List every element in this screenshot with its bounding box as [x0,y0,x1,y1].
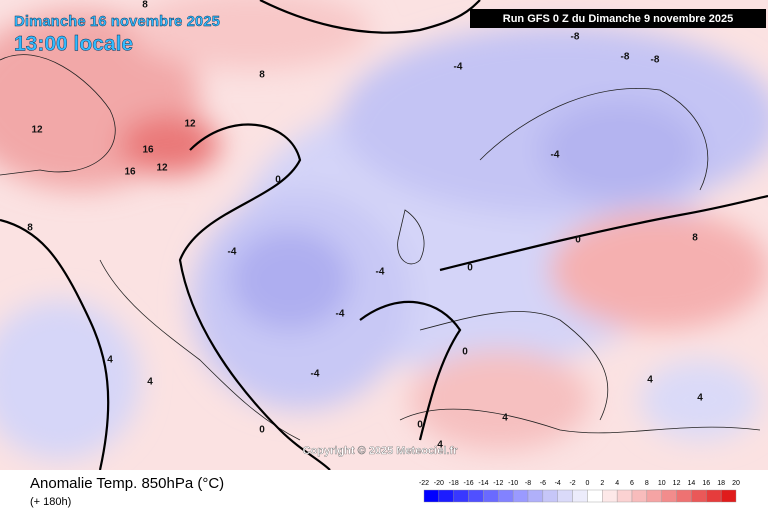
legend-swatch [587,489,603,503]
legend-swatch [527,489,544,503]
contour-label: 0 [275,175,281,186]
contour-label: 0 [575,235,581,246]
legend-tick-label: -14 [478,480,488,487]
legend-swatch [512,489,529,503]
contour-label: 0 [462,347,468,358]
legend-tick-label: 6 [630,480,634,487]
legend-swatch [706,489,722,503]
legend-tick-label: 10 [658,480,666,487]
contour-label: 8 [142,0,148,11]
legend-swatch [483,489,499,503]
legend-tick-label: 0 [585,480,589,487]
run-box [470,9,766,28]
legend-swatch [720,489,737,503]
contour-label: 12 [156,163,168,174]
legend-swatch [453,489,469,503]
legend-swatch [631,489,648,503]
legend-swatch [691,489,707,503]
run-label: Run GFS 0 Z du Dimanche 9 novembre 2025 [503,13,733,25]
legend-tick-label: 4 [615,480,619,487]
contour-label: -8 [621,52,630,63]
legend-tick-label: -16 [464,480,474,487]
legend-tick-label: 18 [717,480,725,487]
contour-label: 0 [467,263,473,274]
contour-label: -4 [376,267,385,278]
legend-swatch [572,489,588,503]
legend-tick-label: -22 [419,480,429,487]
legend-swatch [661,489,677,503]
legend-swatch [542,489,558,503]
copyright: Copyright © 2025 Meteociel.fr [303,445,459,457]
contour-label: 4 [647,375,653,386]
contour-label: -4 [228,247,237,258]
legend-swatch [468,489,484,503]
contour-label: 4 [107,355,113,366]
legend-tick-label: 16 [702,480,710,487]
contour-label: 8 [27,223,33,234]
contour-label: 4 [147,377,153,388]
map-field [0,0,768,471]
contour-label: -4 [336,309,345,320]
contour-label: -4 [454,62,463,73]
contour-label: -8 [651,55,660,66]
contour-label: 4 [697,393,703,404]
legend-tick-label: 8 [645,480,649,487]
contour-labels: -8 -8 -8 -4 -4 -4 -4 -4 -4 0 0 0 0 0 0 4 4 4 4 4 4 8 8 8 8 12 12 12… [27,0,703,451]
contour-label: 16 [124,167,136,178]
date-label: Dimanche 16 novembre 2025 [14,13,220,30]
legend-tick-label: -10 [508,480,518,487]
legend-tick-label: 14 [688,480,696,487]
legend-swatch [423,489,440,503]
legend-tick-label: -18 [449,480,459,487]
legend-swatch [557,489,573,503]
legend-swatch [438,489,454,503]
legend-swatch [676,489,692,503]
legend-swatch [646,489,662,503]
contour-label: 4 [437,440,443,451]
legend-tick-label: 2 [600,480,604,487]
contour-label: 0 [417,420,423,431]
legend-swatch [498,489,514,503]
legend-tick-label: -6 [540,480,546,487]
time-label: 13:00 locale [14,33,133,56]
legend-tick-label: 20 [732,480,740,487]
contour-label: 8 [259,70,265,81]
contour-label: -8 [571,32,580,43]
legend-swatch [602,489,618,503]
contour-label: 16 [142,145,154,156]
contour-label: 4 [502,413,508,424]
legend-tick-label: -4 [555,480,561,487]
contour-label: -4 [551,150,560,161]
footer-lead: (+ 180h) [30,496,71,508]
contour-label: 0 [259,425,265,436]
contour-label: -4 [311,369,320,380]
legend-tick-label: -8 [525,480,531,487]
legend-tick-label: -20 [434,480,444,487]
contour-label: 8 [692,233,698,244]
footer-title: Anomalie Temp. 850hPa (°C) [30,475,224,492]
legend-swatch [616,489,633,503]
contour-label: 12 [31,125,43,136]
legend-tick-label: 12 [673,480,681,487]
color-legend: -22 -20 -18 -16 -14 -12 -10 -8 -6 -4 -2 0 2 4 6 8 10 12 14… [419,480,740,503]
legend-tick-label: -12 [493,480,503,487]
contour-label: 12 [184,119,196,130]
legend-tick-label: -2 [569,480,575,487]
